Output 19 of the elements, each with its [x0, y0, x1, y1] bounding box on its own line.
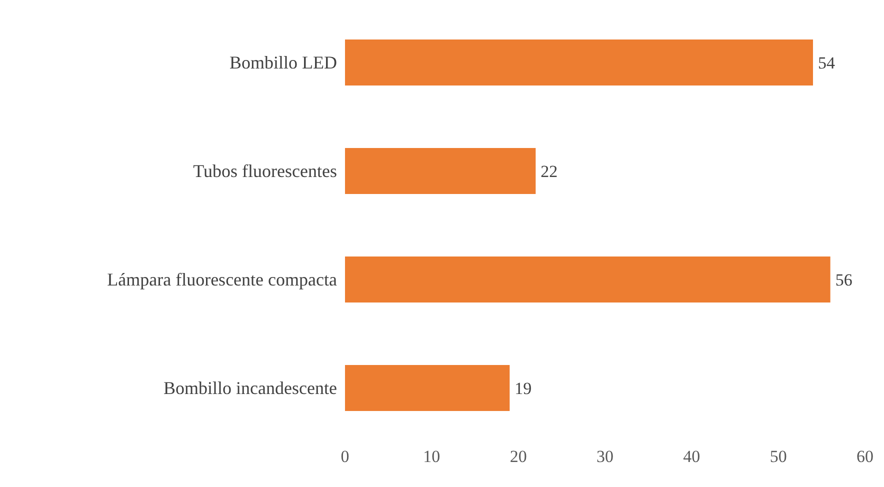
bar	[345, 148, 536, 194]
x-tick-label: 10	[423, 447, 440, 466]
x-tick-label: 0	[340, 447, 350, 466]
data-label: 19	[514, 379, 532, 398]
x-tick-label: 40	[683, 447, 700, 466]
y-tick-label: Bombillo incandescente	[164, 378, 338, 398]
x-tick-label: 60	[856, 447, 874, 466]
bar	[345, 256, 830, 302]
data-label: 54	[818, 54, 836, 72]
bar	[345, 364, 510, 411]
bar	[345, 39, 813, 86]
data-label: 56	[835, 270, 852, 290]
data-label: 22	[540, 162, 558, 181]
y-tick-label: Bombillo LED	[230, 52, 337, 73]
x-tick-label: 20	[510, 447, 527, 466]
y-tick-label: Tubos fluorescentes	[193, 161, 337, 182]
x-tick-label: 30	[596, 447, 614, 466]
x-tick-label: 50	[770, 447, 787, 466]
y-tick-label: Lámpara fluorescente compacta	[107, 270, 338, 290]
